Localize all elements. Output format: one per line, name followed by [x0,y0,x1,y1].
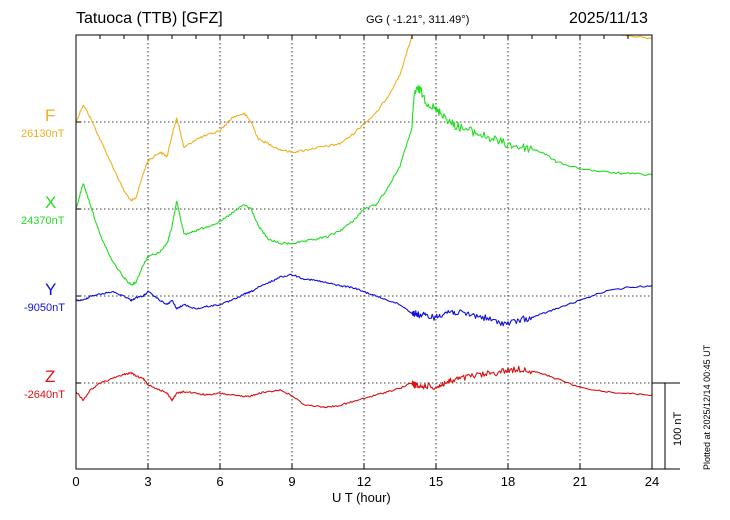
baseline-label-z: -2640nT [24,389,65,401]
x-tick-label: 12 [356,474,372,489]
chart-date: 2025/11/13 [569,10,648,27]
x-axis-ticks [75,35,653,469]
x-tick-label: 0 [72,474,80,489]
x-tick-label: 3 [144,474,152,489]
baseline-label-y: -9050nT [24,302,65,314]
series-line-y [75,273,653,327]
channel-label-x: X [45,193,57,212]
x-tick-label: 18 [500,474,516,489]
series-lines [75,34,653,409]
scale-bar-label: 100 nT [672,411,684,446]
x-tick-label: 21 [572,474,588,489]
baseline-label-f: 26130nT [21,128,65,140]
x-tick-label: 9 [288,474,296,489]
series-line-x [75,85,653,286]
station-title: Tatuoca (TTB) [GFZ] [76,10,223,27]
x-tick-label: 15 [428,474,444,489]
x-tick-label: 6 [216,474,224,489]
baseline-label-x: 24370nT [21,215,65,227]
scale-bar [652,382,680,470]
x-tick-label: 24 [644,474,660,489]
series-line-z [75,365,653,409]
x-axis-label: U T (hour) [332,490,391,505]
plotted-timestamp: Plotted at 2025/12/14 00:45 UT [702,344,712,470]
channel-label-z: Z [45,367,56,386]
grid-lines [76,34,652,469]
channel-label-f: F [45,106,56,125]
station-coordinates: GG ( -1.21°, 311.49°) [366,14,470,26]
channel-label-y: Y [45,280,57,299]
